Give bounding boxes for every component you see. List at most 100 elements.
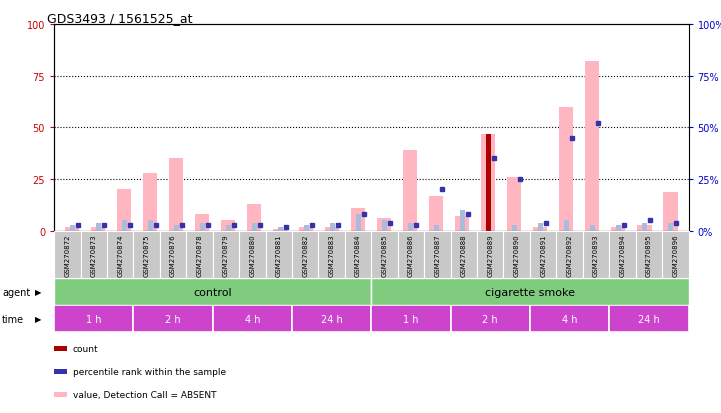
Bar [451,231,477,279]
Bar [299,227,314,231]
Bar [54,231,81,279]
Bar [451,306,530,332]
Bar [213,306,292,332]
Text: GSM270879: GSM270879 [223,234,229,276]
Bar [564,221,569,231]
Bar [486,134,491,231]
Bar [503,231,530,279]
Bar [637,225,652,231]
Bar [186,231,213,279]
Text: 4 h: 4 h [562,314,578,324]
Bar [148,221,153,231]
Text: GSM270880: GSM270880 [249,234,255,276]
Bar [239,231,265,279]
Text: control: control [193,287,232,297]
Text: GSM270896: GSM270896 [673,234,678,276]
Bar [273,229,288,231]
Bar [486,223,491,231]
Bar [174,225,179,231]
Bar [481,134,495,231]
Text: GSM270881: GSM270881 [276,234,282,276]
Text: GSM270886: GSM270886 [408,234,414,276]
Bar [585,62,599,231]
Bar [460,211,464,231]
Bar [252,223,257,231]
Text: GSM270894: GSM270894 [619,234,625,276]
Bar [278,227,283,231]
Bar [507,178,521,231]
Text: time: time [2,314,25,324]
Bar [398,231,424,279]
Bar [195,215,209,231]
Text: GSM270874: GSM270874 [118,234,123,276]
Text: GSM270888: GSM270888 [461,234,466,276]
Text: GSM270883: GSM270883 [329,234,335,276]
Bar [304,225,309,231]
Bar [81,231,107,279]
Bar [292,306,371,332]
Text: count: count [73,344,99,354]
Bar [590,225,595,231]
Text: GSM270876: GSM270876 [170,234,176,276]
Bar [477,231,503,279]
Bar [530,231,557,279]
Bar [265,231,292,279]
Bar [133,306,213,332]
Text: 24 h: 24 h [638,314,660,324]
Bar [143,173,157,231]
Bar [54,306,133,332]
Bar [530,306,609,332]
Bar [534,227,547,231]
Bar [559,107,573,231]
Bar [455,217,469,231]
Bar [213,231,239,279]
Bar [616,225,621,231]
Bar [408,223,412,231]
Bar [160,231,186,279]
Bar [122,221,127,231]
Text: cigarette smoke: cigarette smoke [485,287,575,297]
Bar [371,231,398,279]
Bar [169,159,183,231]
Text: GSM270891: GSM270891 [540,234,546,276]
Bar [247,204,262,231]
Bar [345,231,371,279]
Text: 1 h: 1 h [403,314,419,324]
Bar [371,279,689,306]
Bar [429,196,443,231]
Text: GSM270884: GSM270884 [355,234,361,276]
Bar [70,225,74,231]
Bar [377,219,392,231]
Bar [662,231,689,279]
Bar [91,227,105,231]
Bar [221,221,236,231]
Bar [54,279,371,306]
Bar [65,227,79,231]
Bar [226,225,231,231]
Bar [609,306,689,332]
Bar [434,225,438,231]
Text: 1 h: 1 h [86,314,102,324]
Text: GSM270885: GSM270885 [381,234,387,276]
Bar [611,227,626,231]
Bar [609,231,636,279]
Text: GSM270878: GSM270878 [197,234,203,276]
Bar [117,190,131,231]
Bar [351,209,366,231]
Text: agent: agent [2,287,30,297]
Text: GSM270887: GSM270887 [435,234,441,276]
Text: ▶: ▶ [35,288,41,297]
Text: GSM270889: GSM270889 [487,234,493,276]
Text: GSM270895: GSM270895 [646,234,652,276]
Text: GSM270872: GSM270872 [64,234,70,276]
Text: GSM270875: GSM270875 [143,234,149,276]
Text: 2 h: 2 h [165,314,181,324]
Bar [319,231,345,279]
Bar [642,223,647,231]
Bar [371,306,451,332]
Bar [663,192,678,231]
Text: percentile rank within the sample: percentile rank within the sample [73,367,226,376]
Bar [292,231,319,279]
Bar [325,227,340,231]
Text: GDS3493 / 1561525_at: GDS3493 / 1561525_at [47,12,193,25]
